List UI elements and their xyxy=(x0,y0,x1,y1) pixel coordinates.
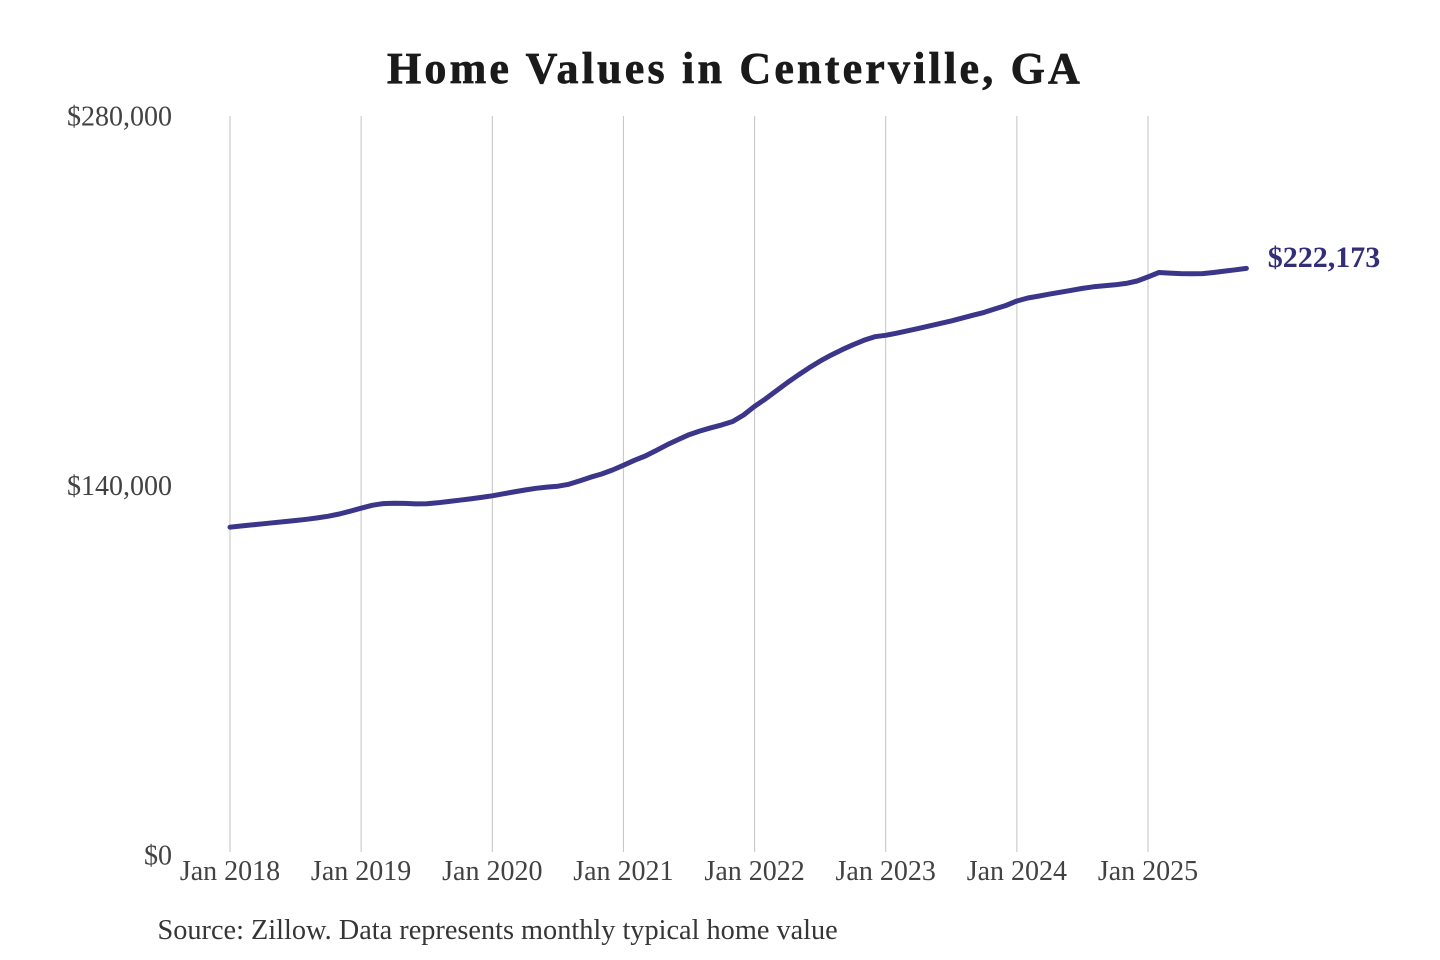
svg-text:Jan 2024: Jan 2024 xyxy=(967,856,1067,887)
svg-text:Jan 2019: Jan 2019 xyxy=(311,856,411,887)
svg-text:Source: Zillow. Data represent: Source: Zillow. Data represents monthly … xyxy=(158,915,838,946)
svg-text:$140,000: $140,000 xyxy=(67,471,172,502)
svg-text:Jan 2022: Jan 2022 xyxy=(704,856,804,887)
svg-text:$0: $0 xyxy=(144,841,172,872)
svg-text:Jan 2021: Jan 2021 xyxy=(573,856,673,887)
svg-text:$280,000: $280,000 xyxy=(67,102,172,133)
svg-text:Jan 2023: Jan 2023 xyxy=(836,856,936,887)
svg-text:Home Values in Centerville, GA: Home Values in Centerville, GA xyxy=(387,44,1083,93)
svg-text:Jan 2025: Jan 2025 xyxy=(1098,856,1198,887)
svg-text:Jan 2020: Jan 2020 xyxy=(442,856,542,887)
svg-text:$222,173: $222,173 xyxy=(1268,241,1381,274)
svg-text:Jan 2018: Jan 2018 xyxy=(180,856,280,887)
